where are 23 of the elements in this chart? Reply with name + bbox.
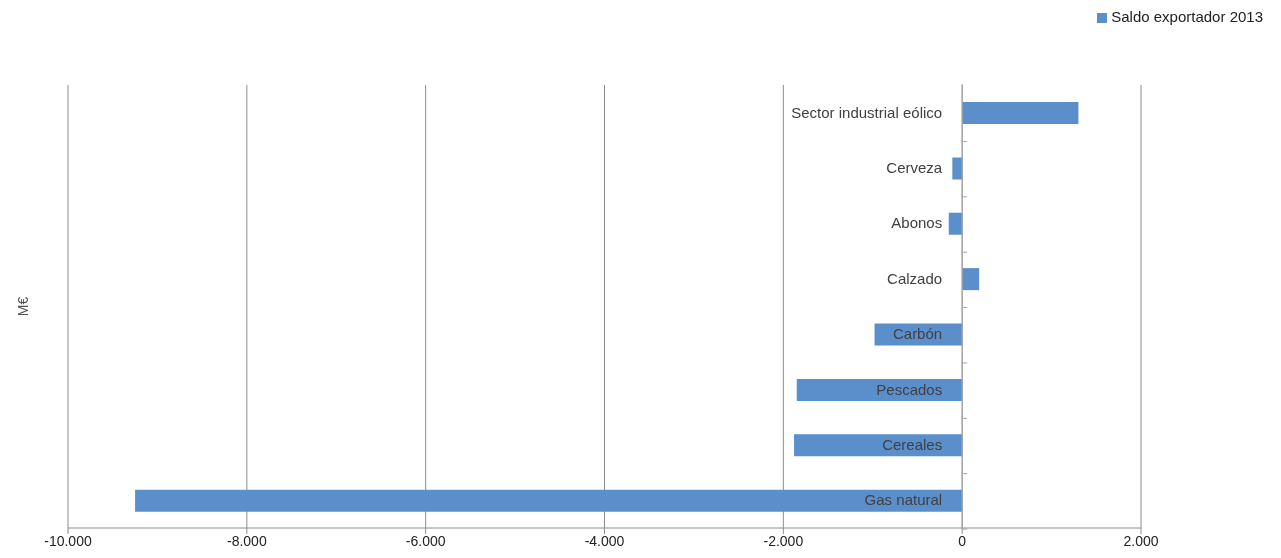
y-tick-label: Sector industrial eólico xyxy=(791,103,943,121)
y-tick-label: Cereales xyxy=(882,435,943,453)
bar xyxy=(962,102,1079,124)
x-tick-label: 0 xyxy=(958,532,967,549)
x-tick-label: -6.000 xyxy=(405,532,446,549)
bar xyxy=(135,489,963,512)
bar xyxy=(962,268,980,291)
y-tick-label: Abonos xyxy=(891,214,943,232)
x-tick-label: -10.000 xyxy=(44,532,92,549)
y-tick-label: Cerveza xyxy=(886,159,943,177)
y-tick-label: Calzado xyxy=(887,269,943,287)
x-tick-label: -8.000 xyxy=(226,532,267,549)
y-tick-label: Carbón xyxy=(892,325,943,343)
y-tick-label: Gas natural xyxy=(864,491,943,509)
x-tick-label: 2.000 xyxy=(1123,532,1159,549)
y-axis-title: M€ xyxy=(14,296,31,317)
bar xyxy=(952,157,963,180)
x-tick-label: -2.000 xyxy=(763,532,804,549)
x-tick-label: -4.000 xyxy=(584,532,625,549)
bar xyxy=(948,212,963,235)
legend-label: Saldo exportador 2013 xyxy=(1111,8,1263,25)
y-tick-label: Pescados xyxy=(876,380,943,398)
bar xyxy=(794,434,963,457)
